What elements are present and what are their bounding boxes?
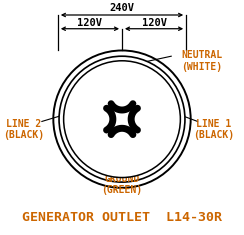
Text: 240V: 240V bbox=[110, 3, 134, 13]
Text: LINE 2
(BLACK): LINE 2 (BLACK) bbox=[3, 119, 44, 140]
Text: GROUND
(GREEN): GROUND (GREEN) bbox=[102, 174, 142, 195]
Circle shape bbox=[59, 56, 185, 182]
Text: 120V: 120V bbox=[77, 18, 102, 27]
Circle shape bbox=[64, 61, 180, 177]
Text: 120V: 120V bbox=[142, 18, 167, 27]
Text: NEUTRAL
(WHITE): NEUTRAL (WHITE) bbox=[182, 50, 223, 72]
Text: LINE 1
(BLACK): LINE 1 (BLACK) bbox=[193, 119, 234, 140]
Text: GENERATOR OUTLET  L14-30R: GENERATOR OUTLET L14-30R bbox=[22, 212, 222, 224]
